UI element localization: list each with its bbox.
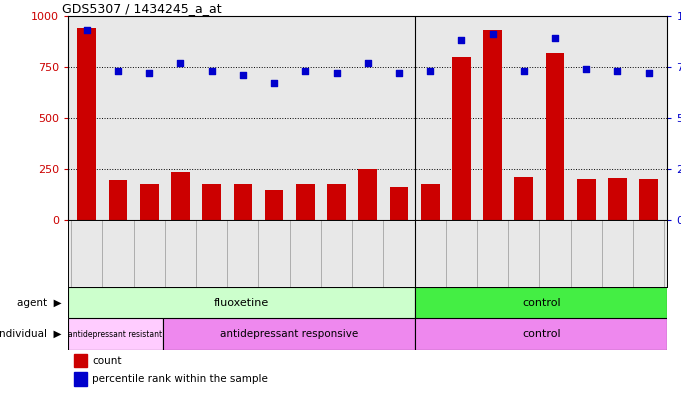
Bar <box>78 28 96 220</box>
Bar <box>608 178 627 220</box>
Bar <box>415 287 667 318</box>
Bar <box>514 177 533 220</box>
Text: control: control <box>522 329 560 339</box>
Point <box>238 72 249 78</box>
Point <box>394 70 405 76</box>
Bar <box>452 57 471 220</box>
Bar <box>577 179 596 220</box>
Bar <box>163 318 415 350</box>
Text: antidepressant resistant: antidepressant resistant <box>68 330 163 338</box>
Point <box>425 68 436 74</box>
Text: count: count <box>92 356 122 366</box>
Point <box>456 37 466 43</box>
Bar <box>296 184 315 220</box>
Text: GDS5307 / 1434245_a_at: GDS5307 / 1434245_a_at <box>62 2 222 15</box>
Bar <box>68 318 163 350</box>
Point <box>206 68 217 74</box>
Bar <box>74 354 87 367</box>
Point <box>581 66 592 72</box>
Text: agent  ▶: agent ▶ <box>16 298 61 308</box>
Bar <box>202 184 221 220</box>
Text: individual  ▶: individual ▶ <box>0 329 61 339</box>
Text: percentile rank within the sample: percentile rank within the sample <box>92 374 268 384</box>
Bar <box>639 179 658 220</box>
Bar <box>74 372 87 386</box>
Bar <box>545 53 565 220</box>
Point <box>331 70 342 76</box>
Bar <box>140 184 159 220</box>
Point <box>362 60 373 66</box>
Point <box>112 68 123 74</box>
Bar <box>421 184 439 220</box>
Point <box>175 60 186 66</box>
Point <box>643 70 654 76</box>
Point <box>612 68 623 74</box>
Bar <box>234 184 252 220</box>
Point <box>144 70 155 76</box>
Bar <box>358 169 377 220</box>
Bar <box>109 180 127 220</box>
Point <box>550 35 560 41</box>
Text: antidepressant responsive: antidepressant responsive <box>220 329 358 339</box>
Bar <box>415 318 667 350</box>
Point <box>518 68 529 74</box>
Bar <box>327 184 346 220</box>
Point <box>487 31 498 37</box>
Point <box>300 68 311 74</box>
Text: fluoxetine: fluoxetine <box>214 298 269 308</box>
Bar <box>68 287 415 318</box>
Text: control: control <box>522 298 560 308</box>
Point <box>268 80 279 86</box>
Point <box>82 27 93 33</box>
Bar <box>171 172 190 220</box>
Bar <box>484 30 502 220</box>
Bar <box>390 187 409 220</box>
Bar <box>265 191 283 220</box>
